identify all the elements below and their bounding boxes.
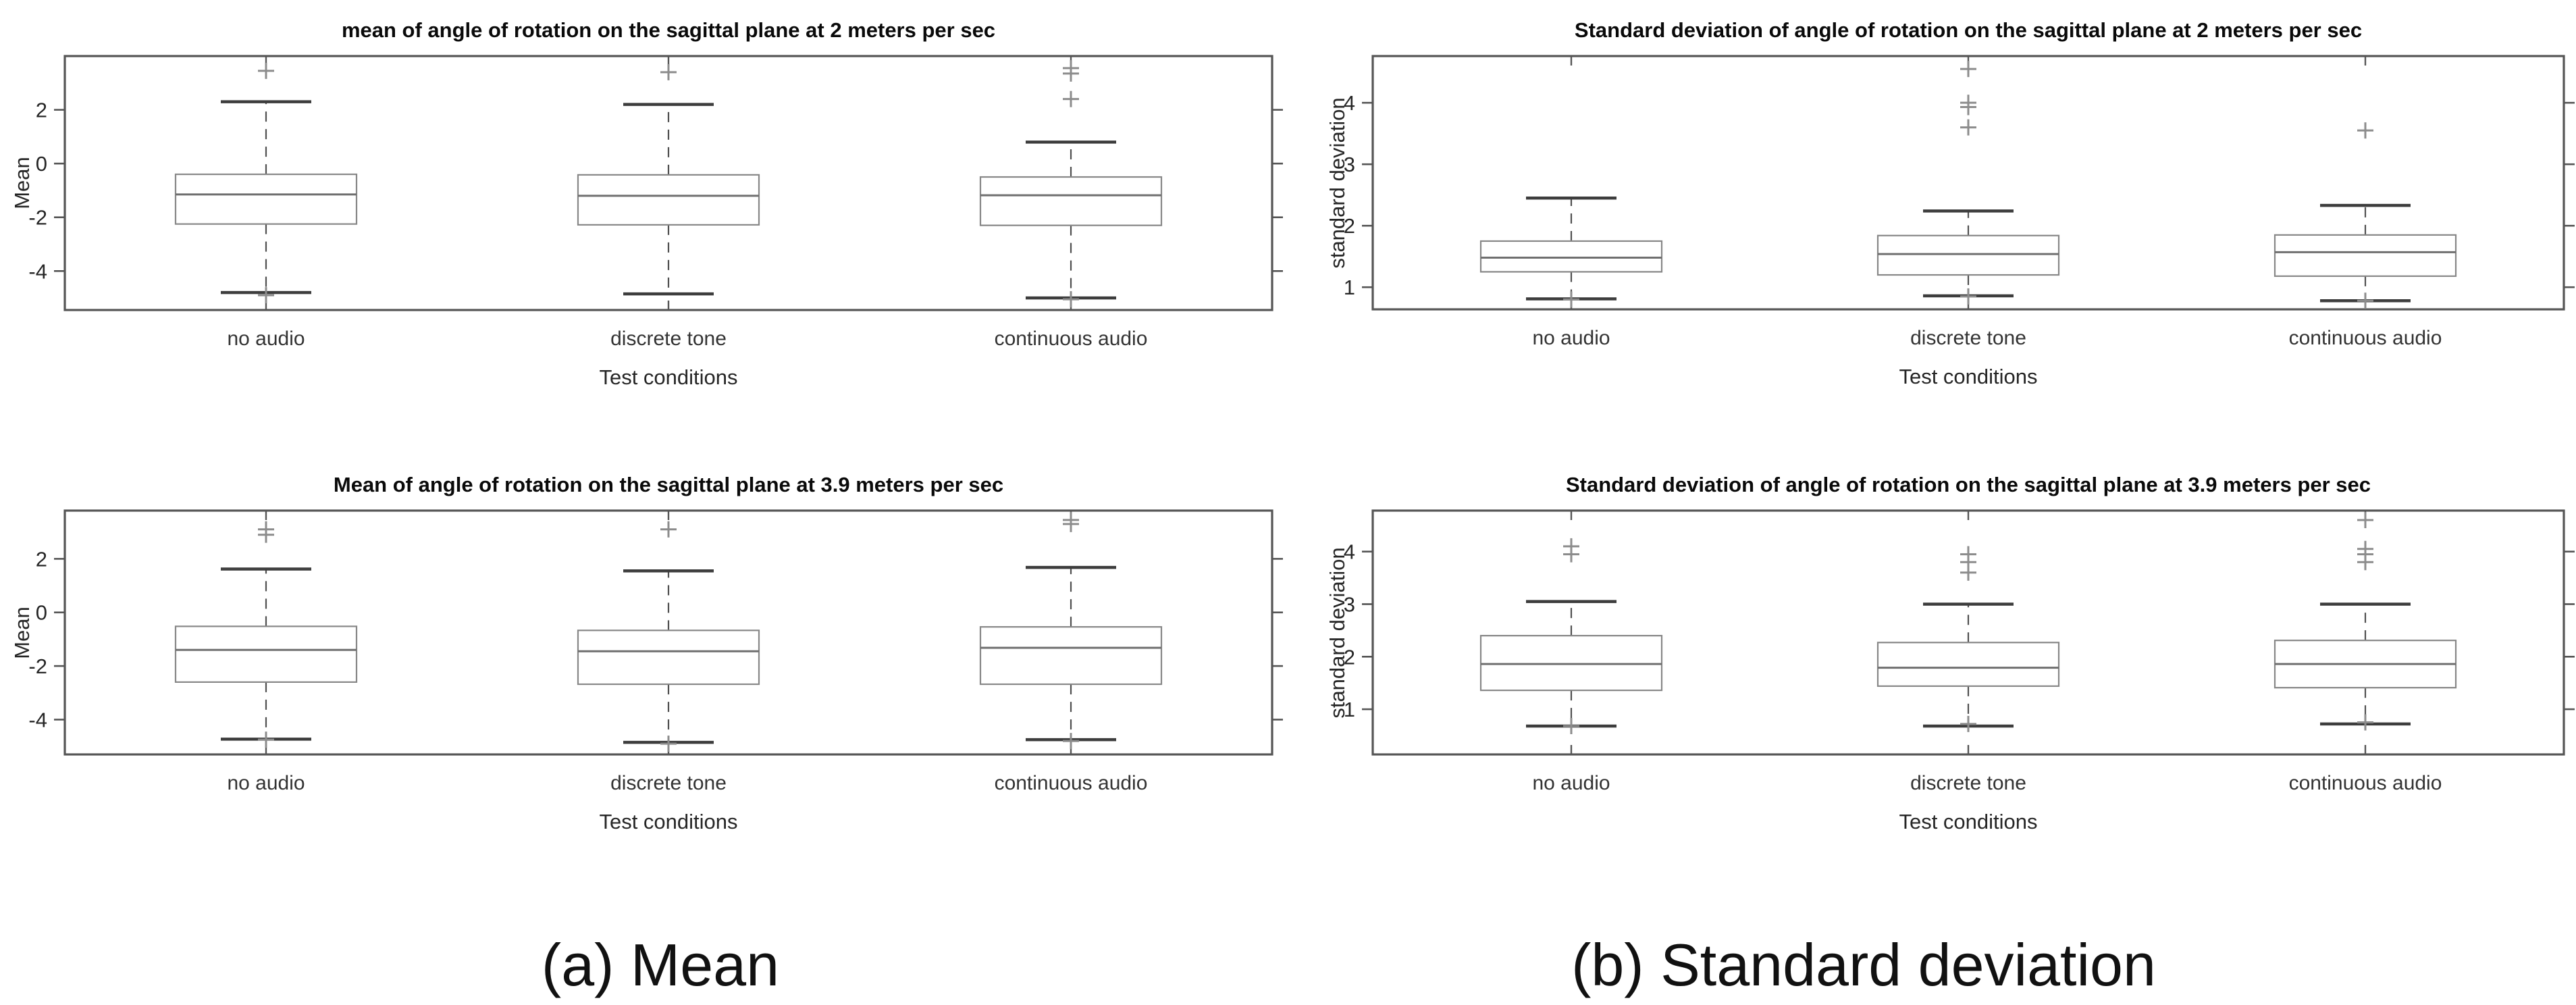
plot-title-mean-2ms: mean of angle of rotation on the sagitta… [341,18,996,42]
y-tick-label: 0 [36,601,47,625]
iqr-box [577,174,760,226]
iqr-box [2273,234,2457,277]
outlier-marker [1063,91,1079,107]
box-continuous-audio [979,511,1163,750]
outlier-marker [660,736,677,752]
outlier-marker [1960,288,1976,305]
y-tick-label: 2 [36,99,47,122]
y-axis-label-std-39ms: standard deviation [1325,546,1349,719]
iqr-box [1479,635,1663,692]
plot-title-mean-39ms: Mean of angle of rotation on the sagitta… [333,473,1004,496]
y-axis-label-mean-2ms: Mean [10,157,34,209]
iqr-box [1479,240,1663,273]
box-no-audio [1479,538,1663,734]
box-discrete-tone [577,63,760,296]
outlier-marker [258,731,274,748]
x-tick-label: continuous audio [2289,772,2442,794]
subplot-mean-39ms: 2 0 -2 -4 no audio discrete tone continuous au… [28,509,1283,794]
outlier-marker [258,287,274,304]
subplot-mean-2ms: 2 0 -2 -4 no audio discrete tone continuous au… [28,55,1283,350]
y-axis-label-std-2ms: standard deviation [1325,97,1349,269]
iqr-box [174,173,358,225]
x-axis-label-mean-39ms: Test conditions [599,810,738,833]
outlier-marker [1960,61,1976,78]
outlier-marker [1960,99,1976,115]
outlier-marker [1063,733,1079,750]
x-tick-label: discrete tone [1910,327,2026,349]
outlier-marker [1063,515,1079,532]
x-axis-label-std-2ms: Test conditions [1899,365,2038,388]
outlier-marker [1960,715,1976,732]
outlier-marker [660,521,677,538]
plot-title-std-2ms: Standard deviation of angle of rotation … [1574,18,2363,42]
box-no-audio [1479,197,1663,308]
iqr-box [1876,234,2060,276]
x-axis-label-mean-2ms: Test conditions [599,365,738,389]
box-continuous-audio [979,59,1163,308]
outlier-marker [1563,291,1579,308]
x-tick-label: discrete tone [1910,772,2026,794]
box-discrete-tone [577,521,760,752]
y-tick-label: 2 [36,547,47,571]
outlier-marker [2357,554,2373,571]
outlier-marker [2357,714,2373,731]
y-axis-label-mean-39ms: Mean [10,606,34,659]
outlier-marker [258,62,274,79]
x-tick-label: no audio [227,328,305,350]
iqr-box [174,625,358,683]
x-tick-label: continuous audio [995,772,1148,794]
iqr-box [979,626,1163,686]
x-tick-label: no audio [1532,772,1610,794]
y-tick-label: 1 [1344,276,1355,299]
outlier-marker [1063,65,1079,82]
box-no-audio [174,521,358,748]
y-tick-label: -4 [28,259,47,283]
y-tick-label: 1 [1344,698,1355,721]
y-tick-label: -2 [28,206,47,230]
outlier-marker [1960,119,1976,136]
subplot-std-2ms: 4 3 2 1 no audio discrete tone continuous audi… [1344,55,2575,349]
y-tick-label: 4 [1344,540,1355,564]
x-tick-label: discrete tone [610,328,727,350]
y-tick-label: 3 [1344,592,1355,616]
x-tick-label: no audio [227,772,305,794]
iqr-box [577,629,760,686]
y-tick-label: -2 [28,654,47,678]
box-discrete-tone [1876,546,2060,732]
outlier-marker [2357,122,2373,139]
caption-b-standard-deviation: (b) Standard deviation [1571,931,2156,998]
y-tick-label: 0 [36,152,47,176]
iqr-box [979,176,1163,226]
box-discrete-tone [1876,61,2060,305]
outlier-marker [1563,546,1579,563]
outlier-marker [1563,717,1579,734]
y-tick-label: 4 [1344,91,1355,115]
x-tick-label: continuous audio [2289,327,2442,349]
outlier-marker [660,63,677,80]
caption-a-mean: (a) Mean [541,931,780,998]
y-tick-label: -4 [28,708,47,731]
outlier-marker [2357,512,2373,529]
subplot-std-39ms: 4 3 2 1 no audio discrete tone continuous audi… [1344,509,2575,794]
x-tick-label: discrete tone [610,772,727,794]
y-tick-label: 2 [1344,645,1355,669]
y-tick-label: 2 [1344,214,1355,238]
outlier-marker [1960,564,1976,581]
iqr-box [1876,642,2060,687]
plot-title-std-39ms: Standard deviation of angle of rotation … [1565,473,2371,496]
outlier-marker [2357,292,2373,309]
x-tick-label: continuous audio [995,328,1148,350]
box-no-audio [174,62,358,304]
box-continuous-audio [2273,512,2457,731]
outlier-marker [1063,291,1079,308]
x-tick-label: no audio [1532,327,1610,349]
y-tick-label: 3 [1344,153,1355,176]
x-axis-label-std-39ms: Test conditions [1899,810,2038,833]
outlier-marker [258,526,274,543]
box-continuous-audio [2273,122,2457,309]
